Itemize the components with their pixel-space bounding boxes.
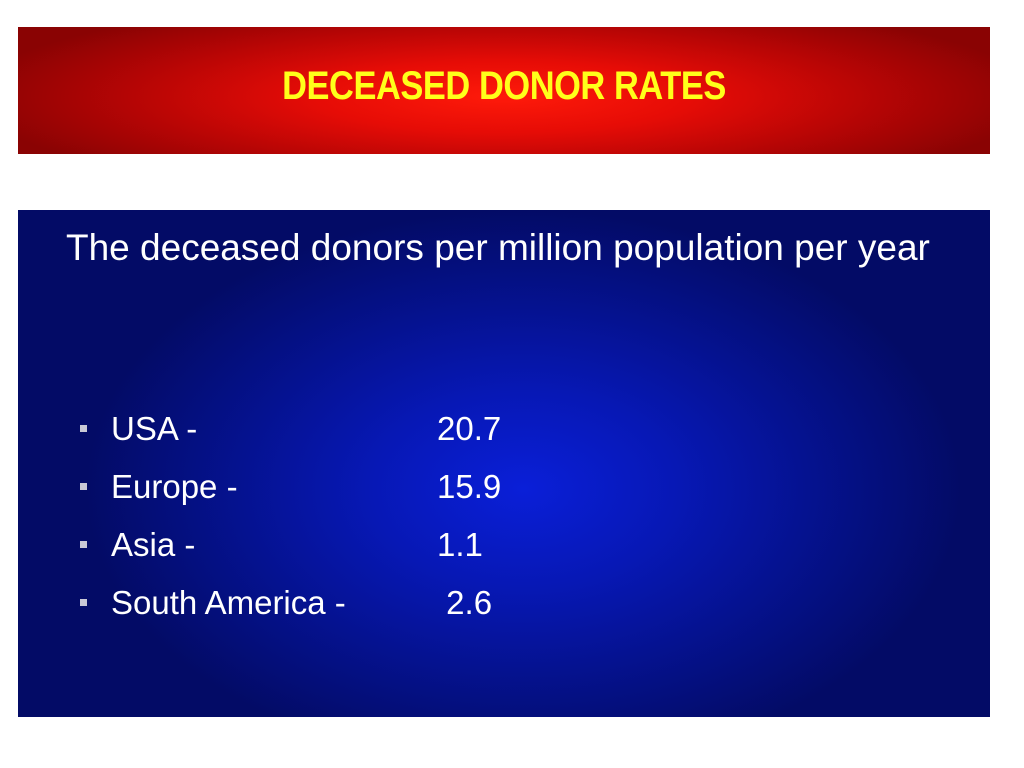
region-label: Asia - bbox=[111, 526, 196, 563]
content-panel: The deceased donors per million populati… bbox=[18, 210, 990, 717]
square-bullet-icon bbox=[80, 599, 87, 606]
rate-value: 1.1 bbox=[437, 526, 483, 563]
slide-title: DECEASED DONOR RATES bbox=[282, 64, 726, 108]
region-label: USA - bbox=[111, 410, 198, 447]
intro-text: The deceased donors per million populati… bbox=[66, 227, 930, 268]
rate-value: 20.7 bbox=[437, 410, 502, 447]
title-banner: DECEASED DONOR RATES bbox=[18, 27, 990, 154]
region-label: South America - bbox=[111, 584, 346, 621]
square-bullet-icon bbox=[80, 483, 87, 490]
rate-value: 15.9 bbox=[437, 468, 502, 505]
rate-value: 2.6 bbox=[437, 584, 493, 621]
region-label: Europe - bbox=[111, 468, 238, 505]
square-bullet-icon bbox=[80, 541, 87, 548]
square-bullet-icon bbox=[80, 425, 87, 432]
